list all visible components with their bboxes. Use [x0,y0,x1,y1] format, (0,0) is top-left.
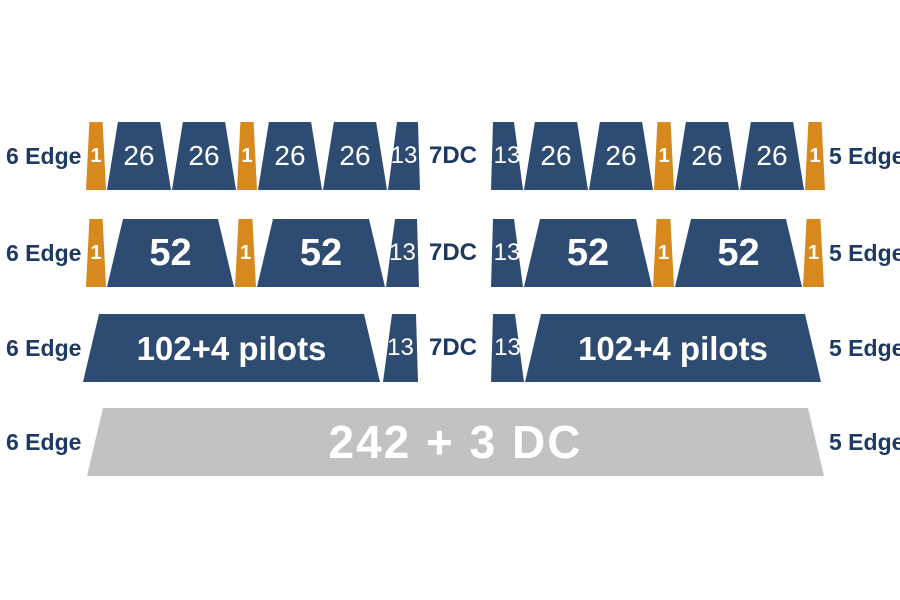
orange-trapezoid-shape [86,122,106,190]
blue-trapezoid-shape [675,219,802,287]
blue-trapezoid-shape [323,122,387,190]
dc-label: 7DC [428,239,477,266]
ru106-segment: 102+4 pilots [525,314,821,382]
ru-segment-label: 1 [809,145,821,167]
ru26-segment: 26 [740,122,804,190]
ru-segment-label: 13 [494,334,521,361]
edge-tone-segment: 1 [86,122,106,190]
ru52-segment: 52 [524,219,652,287]
ru-segment-label: 13 [389,239,416,266]
ru-row-242-tone-resource-unit: 6 Edge 5 Edge 242 + 3 DC [0,408,900,476]
edge-tone-segment: 1 [235,219,256,287]
orange-trapezoid-shape [86,219,106,287]
ru13-segment: 13 [386,219,419,287]
ru-segment-label: 1 [657,242,670,264]
edge-tone-segment: 1 [654,122,674,190]
ru26-segment: 26 [524,122,588,190]
ru-segment-label: 52 [299,232,343,274]
ru13-segment: 13 [491,314,524,382]
ru26-segment: 26 [323,122,387,190]
ru13-segment: 13 [388,122,420,190]
ru-segment-label: 52 [149,232,192,274]
ru-segment-label: 13 [493,142,521,169]
dc-label: 7DC [428,334,477,361]
ru242-segment: 242 + 3 DC [87,408,824,476]
blue-trapezoid-shape [675,122,739,190]
ru-segment-label: 26 [756,140,788,171]
edge-right-label: 5 Edge [829,239,900,266]
ru-segment-label: 26 [188,140,220,171]
ru-segment-label: 26 [123,140,155,171]
edge-tone-segment: 1 [803,219,824,287]
blue-trapezoid-shape [107,219,234,287]
ru-segment-label: 13 [387,334,414,361]
ru-segment-label: 26 [339,140,371,171]
ru-segment-label: 52 [566,232,610,274]
blue-trapezoid-shape [83,314,380,382]
ru-row-26-tone-resource-units: 6 Edge 7DC 5 Edge 1 26 26 1 26 26 13 13 26 26 1 26 26 1 [0,122,900,190]
edge-right-label: 5 Edge [829,334,900,361]
ru52-segment: 52 [675,219,802,287]
edge-tone-segment: 1 [805,122,825,190]
ru-segment-label: 1 [241,145,253,167]
ru26-segment: 26 [675,122,739,190]
blue-trapezoid-shape [107,122,171,190]
edge-left-label: 6 Edge [6,142,82,169]
blue-trapezoid-shape [257,219,385,287]
ru-segment-label: 13 [390,142,418,169]
ru-segment-label: 26 [540,140,572,171]
ru13-segment: 13 [491,122,523,190]
edge-tone-segment: 1 [86,219,106,287]
blue-trapezoid-shape [524,219,652,287]
edge-left-label: 6 Edge [6,334,82,361]
edge-tone-segment: 1 [653,219,674,287]
gray-trapezoid-shape [87,408,824,476]
ru52-segment: 52 [107,219,234,287]
ru-row-52-tone-resource-units: 6 Edge 7DC 5 Edge 1 52 1 52 13 13 52 1 52 1 [0,219,900,287]
edge-right-label: 5 Edge [829,142,900,169]
ru13-segment: 13 [383,314,418,382]
orange-trapezoid-shape [654,122,674,190]
ru-segment-label: 102+4 pilots [136,329,327,367]
ru-segment-label: 1 [658,145,670,167]
orange-trapezoid-shape [237,122,257,190]
orange-trapezoid-shape [803,219,824,287]
ru-segment-label: 26 [274,140,306,171]
edge-left-label: 6 Edge [6,239,82,266]
blue-trapezoid-shape [740,122,804,190]
blue-trapezoid-shape [524,122,588,190]
ru52-segment: 52 [257,219,385,287]
ru-segment-label: 52 [717,232,760,274]
ru-segment-label: 1 [90,145,102,167]
ru106-segment: 102+4 pilots [83,314,380,382]
ru-segment-label: 1 [807,242,820,264]
orange-trapezoid-shape [653,219,674,287]
edge-tone-segment: 1 [237,122,257,190]
ru-segment-label: 1 [239,242,252,264]
blue-trapezoid-shape [258,122,322,190]
ru-row-106-tone-resource-units: 6 Edge 7DC 5 Edge 102+4 pilots 13 13 102+4 pil… [0,314,900,382]
ru-segment-label: 242 + 3 DC [328,416,583,468]
ru-segment-label: 13 [493,239,521,266]
blue-trapezoid-shape [172,122,236,190]
ru-segment-label: 1 [90,242,102,264]
edge-right-label: 5 Edge [829,428,900,455]
ru26-segment: 26 [172,122,236,190]
ru13-segment: 13 [491,219,523,287]
dc-label: 7DC [428,142,477,169]
ru26-segment: 26 [258,122,322,190]
edge-left-label: 6 Edge [6,428,82,455]
blue-trapezoid-shape [525,314,821,382]
ru-segment-label: 102+4 pilots [578,329,768,367]
blue-trapezoid-shape [589,122,653,190]
ru-segment-label: 26 [691,140,723,171]
orange-trapezoid-shape [805,122,825,190]
ru-segment-label: 26 [605,140,637,171]
orange-trapezoid-shape [235,219,256,287]
ru26-segment: 26 [589,122,653,190]
ru26-segment: 26 [107,122,171,190]
